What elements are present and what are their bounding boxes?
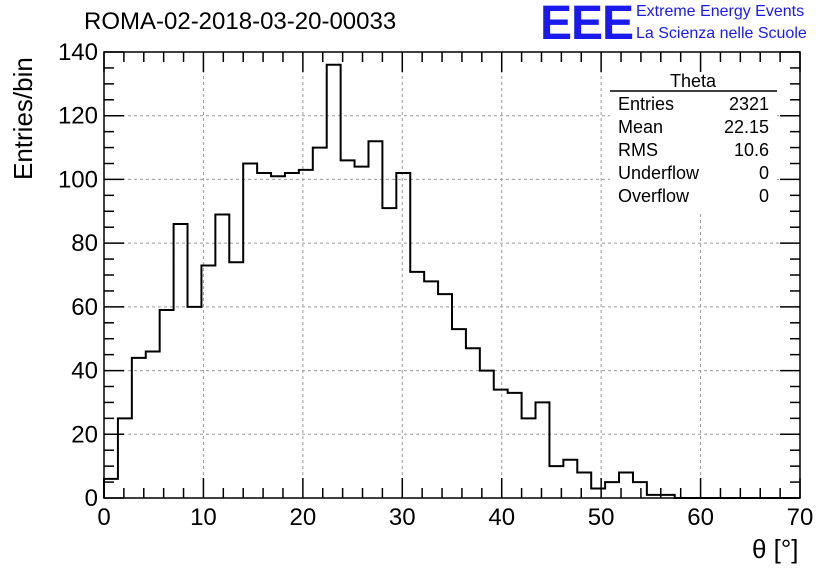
x-tick-label: 50 xyxy=(588,504,615,531)
y-tick-label: 140 xyxy=(58,39,98,66)
y-tick-label: 80 xyxy=(71,230,98,257)
tick-labels: 0 10 20 30 40 50 60 70 0 20 40 60 80 100 120 140 xyxy=(58,39,813,531)
stats-row-value: 10.6 xyxy=(734,140,769,160)
stats-row-label: Entries xyxy=(618,94,674,114)
x-axis-label: θ [°] xyxy=(752,534,799,564)
logo-subtitle-line1: Extreme Energy Events xyxy=(636,3,805,20)
x-tick-label: 10 xyxy=(190,504,217,531)
stats-row-value: 22.15 xyxy=(724,117,769,137)
y-tick-label: 60 xyxy=(71,294,98,321)
chart-title: ROMA-02-2018-03-20-00033 xyxy=(84,8,397,35)
eee-logo: EEE xyxy=(540,0,634,50)
stats-row-label: RMS xyxy=(618,140,658,160)
axis-ticks xyxy=(103,51,801,499)
y-tick-label: 20 xyxy=(71,421,98,448)
x-tick-label: 20 xyxy=(290,504,317,531)
y-tick-label: 100 xyxy=(58,166,98,193)
x-tick-label: 30 xyxy=(389,504,416,531)
stats-row-value: 0 xyxy=(759,186,769,206)
x-tick-label: 60 xyxy=(687,504,714,531)
stats-box-title: Theta xyxy=(670,71,717,91)
histogram-series xyxy=(103,63,800,499)
y-tick-label: 40 xyxy=(71,358,98,385)
stats-row-value: 2321 xyxy=(729,94,769,114)
stats-box-background xyxy=(610,72,777,214)
x-tick-label: 0 xyxy=(97,504,110,531)
stats-box: Theta Entries 2321 Mean 22.15 RMS 10.6 Underfl… xyxy=(610,71,777,214)
y-tick-label: 120 xyxy=(58,103,98,130)
y-tick-label: 0 xyxy=(85,485,98,512)
logo-subtitle-line2: La Scienza nelle Scuole xyxy=(636,25,807,42)
x-tick-label: 40 xyxy=(488,504,515,531)
stats-row-label: Mean xyxy=(618,117,663,137)
stats-row-label: Overflow xyxy=(618,186,690,206)
x-tick-label: 70 xyxy=(787,504,814,531)
stats-row-value: 0 xyxy=(759,163,769,183)
stats-row-label: Underflow xyxy=(618,163,700,183)
